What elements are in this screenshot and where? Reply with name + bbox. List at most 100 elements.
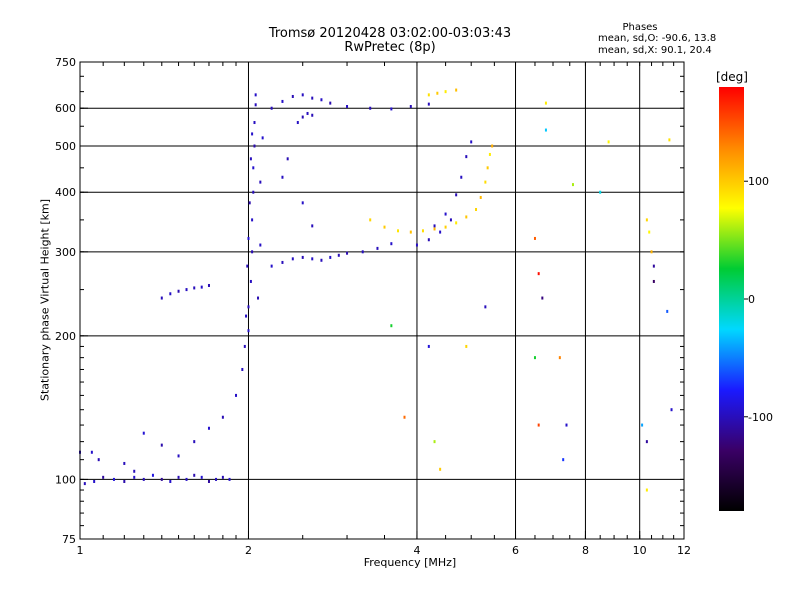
data-point bbox=[465, 155, 468, 159]
data-point bbox=[142, 431, 145, 435]
y-tick-label: 100 bbox=[55, 473, 76, 486]
data-point bbox=[403, 415, 406, 419]
data-point bbox=[390, 324, 393, 328]
data-point bbox=[259, 180, 262, 184]
data-point bbox=[301, 201, 304, 205]
data-point bbox=[383, 225, 386, 229]
data-point bbox=[409, 230, 412, 234]
data-point bbox=[436, 91, 439, 95]
data-point bbox=[253, 144, 256, 148]
data-point bbox=[102, 475, 105, 479]
data-point bbox=[246, 264, 249, 268]
data-point bbox=[252, 190, 255, 194]
data-point bbox=[652, 279, 655, 283]
data-point bbox=[346, 105, 349, 109]
data-point bbox=[200, 475, 203, 479]
data-point bbox=[301, 255, 304, 259]
data-point bbox=[248, 201, 251, 205]
data-point bbox=[291, 94, 294, 98]
data-point bbox=[449, 218, 452, 222]
data-point bbox=[652, 264, 655, 268]
chart-title: Tromsø 20120428 03:02:00-03:03:43 bbox=[268, 26, 512, 41]
data-point bbox=[254, 103, 257, 107]
phase-o-stats: mean, sd,O: -90.6, 13.8 bbox=[598, 33, 717, 44]
data-point bbox=[645, 440, 648, 444]
y-tick-label: 750 bbox=[55, 56, 76, 69]
data-point bbox=[390, 242, 393, 246]
data-point bbox=[83, 482, 86, 486]
data-point bbox=[251, 250, 254, 254]
colorbar-ticks: 100 0 -100 bbox=[744, 175, 773, 424]
x-axis-ticks: 1 2 4 6 8 10 12 bbox=[77, 62, 691, 557]
data-point bbox=[329, 101, 332, 105]
data-point bbox=[301, 93, 304, 97]
data-point bbox=[215, 477, 218, 481]
data-point bbox=[247, 329, 250, 333]
data-point bbox=[455, 193, 458, 197]
data-point bbox=[599, 190, 602, 194]
data-point bbox=[200, 285, 203, 289]
data-point bbox=[270, 264, 273, 268]
data-point bbox=[207, 283, 210, 287]
data-point bbox=[460, 175, 463, 179]
data-point bbox=[133, 475, 136, 479]
data-point bbox=[123, 479, 126, 483]
data-point bbox=[427, 344, 430, 348]
data-point bbox=[668, 138, 671, 142]
colorbar-unit: [deg] bbox=[716, 70, 748, 84]
data-point bbox=[193, 473, 196, 477]
x-tick-label: 10 bbox=[633, 544, 647, 557]
data-point bbox=[537, 423, 540, 427]
data-points bbox=[79, 88, 673, 492]
data-point bbox=[241, 367, 244, 371]
data-point bbox=[455, 88, 458, 92]
data-point bbox=[320, 258, 323, 262]
data-point bbox=[257, 296, 260, 300]
data-point bbox=[562, 458, 565, 462]
y-tick-label: 200 bbox=[55, 330, 76, 343]
data-point bbox=[465, 344, 468, 348]
data-point bbox=[565, 423, 568, 427]
colorbar-tick-label: 100 bbox=[748, 175, 769, 188]
phases-heading: Phases bbox=[622, 22, 658, 33]
data-point bbox=[93, 479, 96, 483]
data-point bbox=[177, 454, 180, 458]
data-point bbox=[648, 230, 651, 234]
data-point bbox=[193, 286, 196, 290]
data-point bbox=[455, 221, 458, 225]
data-point bbox=[670, 408, 673, 412]
grid-layer bbox=[80, 62, 684, 539]
data-point bbox=[286, 157, 289, 161]
data-point bbox=[397, 229, 400, 233]
data-point bbox=[427, 93, 430, 97]
y-tick-label: 300 bbox=[55, 246, 76, 259]
data-point bbox=[301, 115, 304, 119]
y-axis-ticks: 75 100 200 300 400 500 600 750 bbox=[55, 56, 684, 546]
data-point bbox=[291, 257, 294, 261]
data-point bbox=[369, 218, 372, 222]
data-point bbox=[243, 344, 246, 348]
data-point bbox=[177, 289, 180, 293]
data-point bbox=[235, 393, 238, 397]
data-point bbox=[444, 225, 447, 229]
data-point bbox=[247, 236, 250, 240]
data-point bbox=[409, 105, 412, 109]
data-point bbox=[369, 106, 372, 110]
data-point bbox=[470, 140, 473, 144]
data-point bbox=[390, 107, 393, 111]
x-tick-label: 1 bbox=[77, 544, 84, 557]
data-point bbox=[142, 477, 145, 481]
data-point bbox=[444, 212, 447, 216]
data-point bbox=[252, 166, 255, 170]
data-point bbox=[607, 140, 610, 144]
data-point bbox=[169, 479, 172, 483]
data-point bbox=[544, 128, 547, 132]
data-point bbox=[558, 356, 561, 360]
data-point bbox=[541, 296, 544, 300]
x-tick-label: 4 bbox=[413, 544, 420, 557]
data-point bbox=[97, 458, 100, 462]
data-point bbox=[311, 113, 314, 117]
colorbar bbox=[719, 87, 744, 511]
data-point bbox=[650, 250, 653, 254]
data-point bbox=[361, 250, 364, 254]
